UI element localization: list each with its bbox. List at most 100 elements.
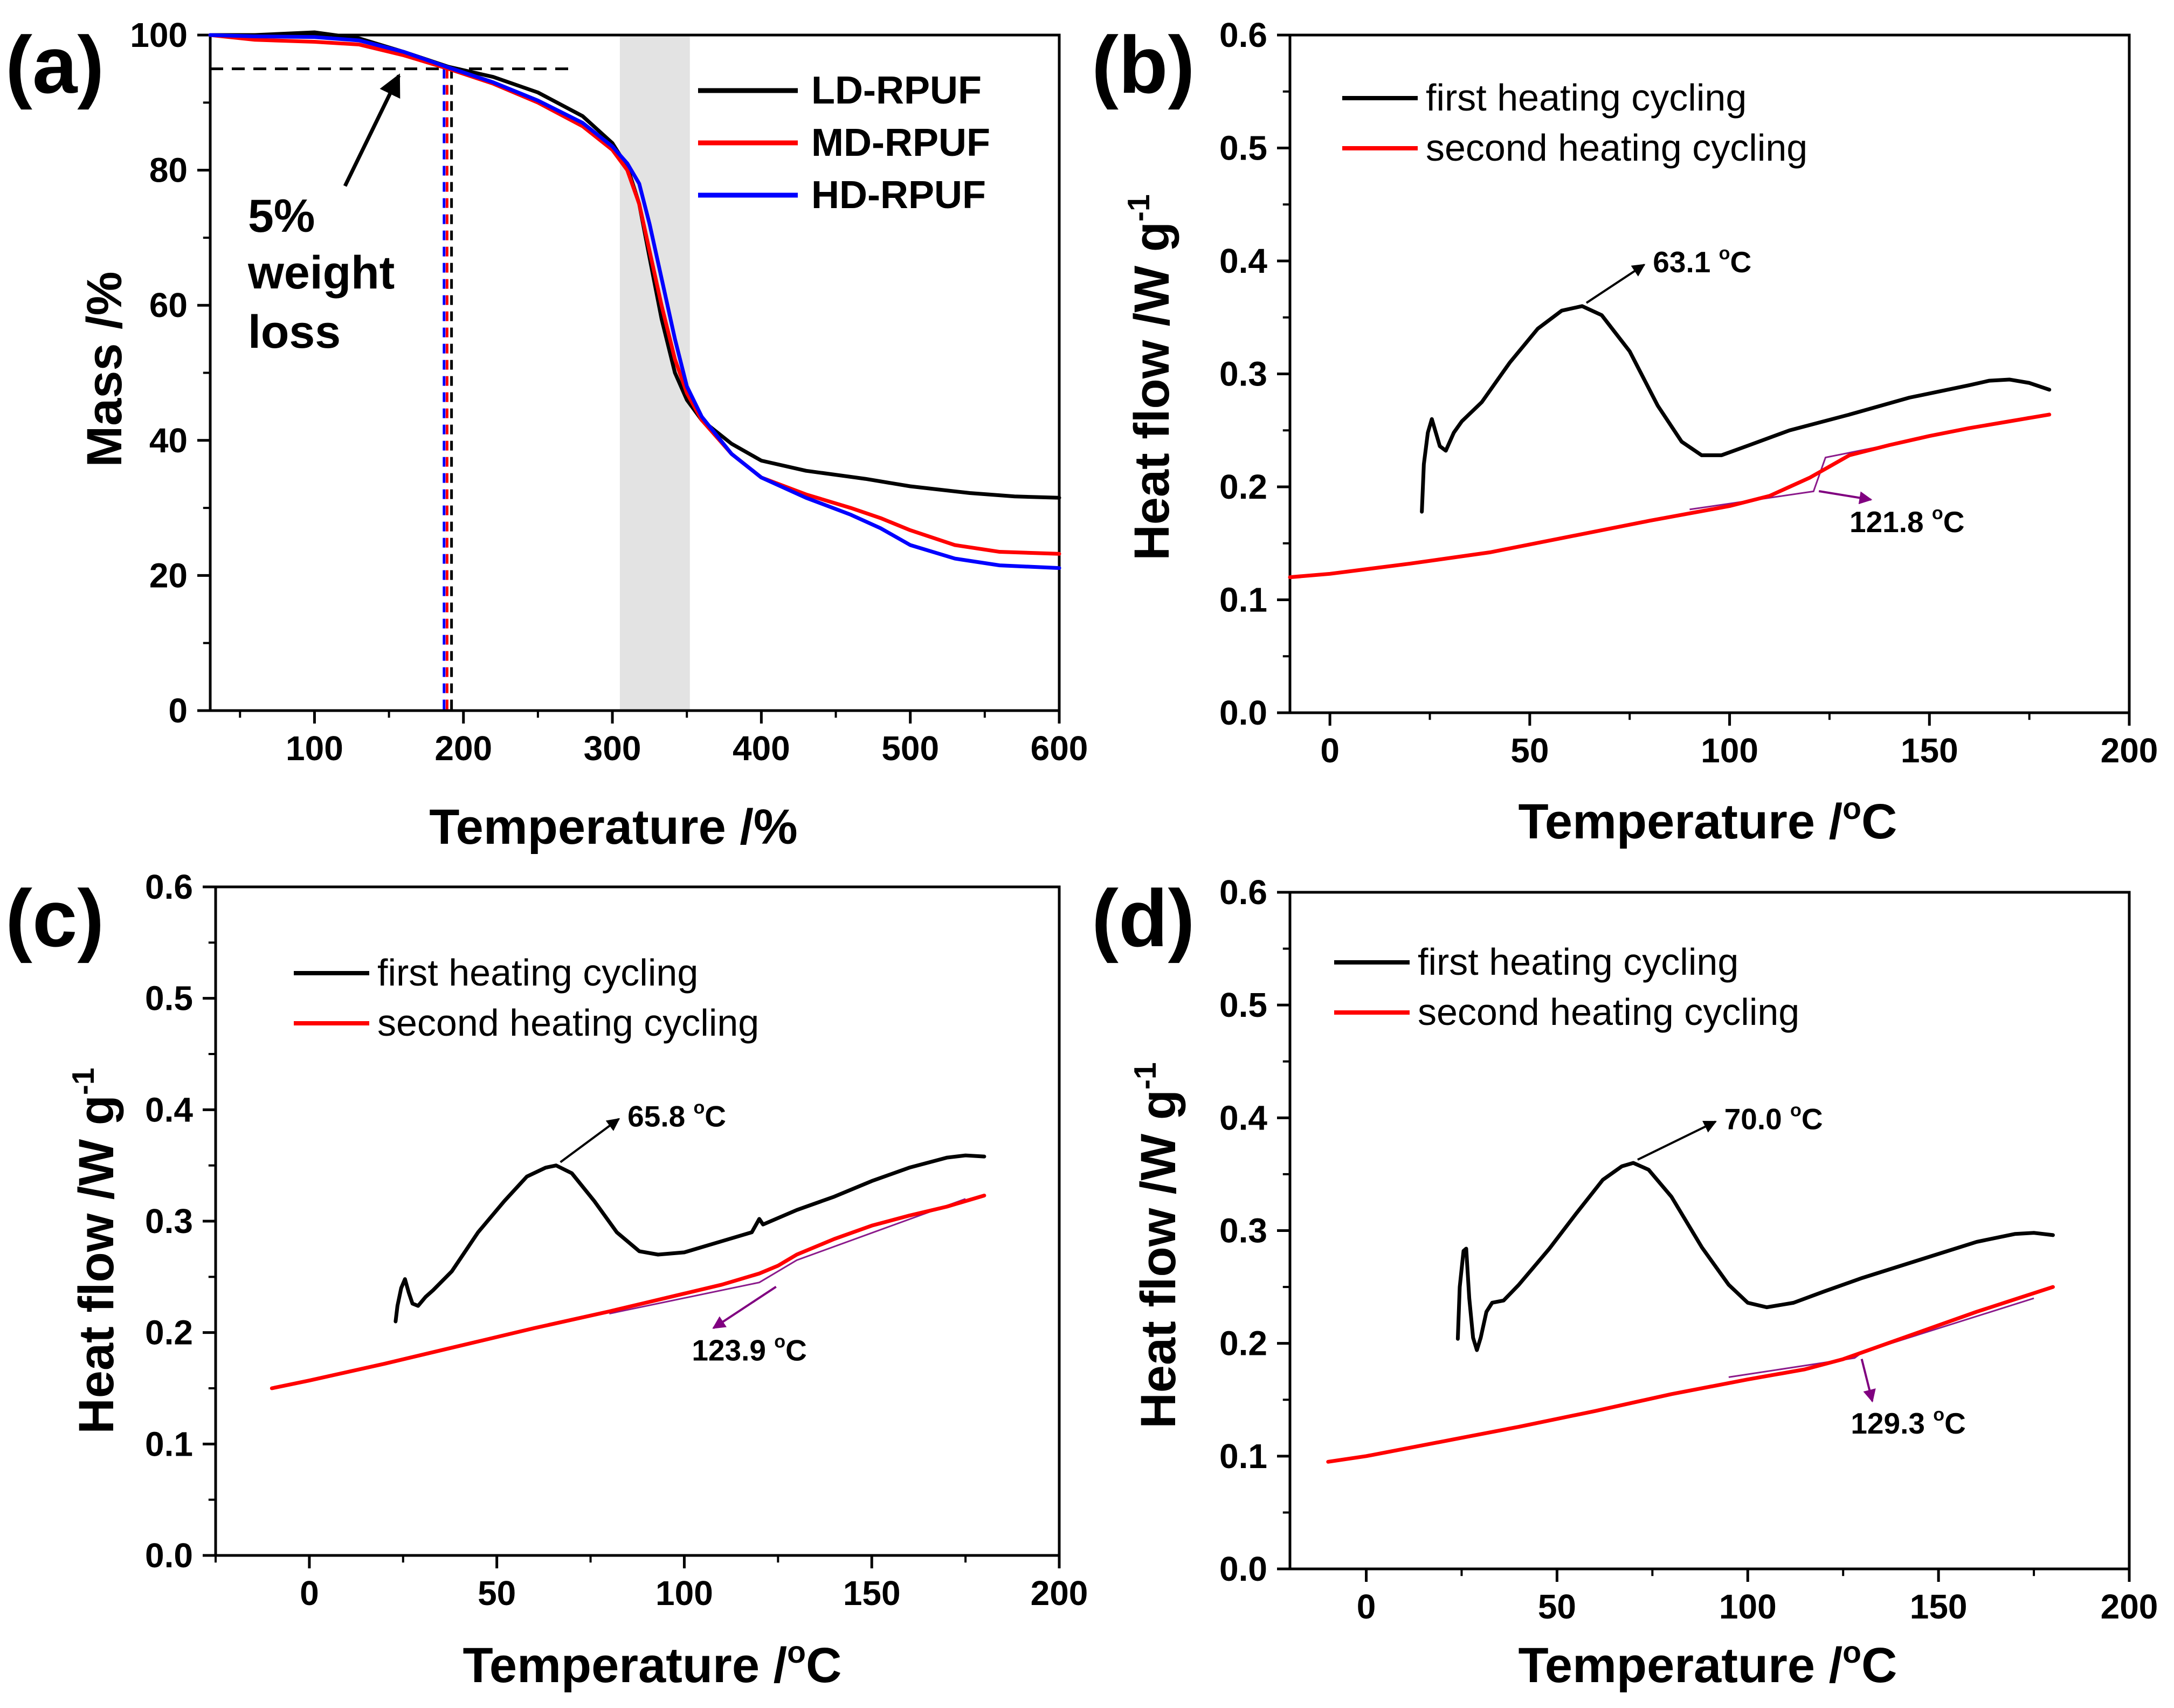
transition-label-sup: o — [1933, 1404, 1944, 1425]
x-tick-label: 100 — [286, 729, 343, 768]
y-tick-label: 100 — [130, 16, 188, 54]
legend-label-first: first heating cycling — [1426, 77, 1747, 119]
series-line-first — [1420, 304, 2052, 514]
panel-c-letter: (c) — [5, 873, 104, 963]
series-line-hd — [208, 33, 1061, 570]
x-tick-label: 100 — [1719, 1587, 1777, 1626]
transition-arrow — [1818, 490, 1873, 505]
panel-b-xlabel-sup: o — [1842, 791, 1861, 826]
y-tick-label: 0.2 — [145, 1313, 193, 1352]
peak-label-unit: C — [1730, 245, 1751, 279]
x-tick-label: 100 — [655, 1574, 713, 1613]
transition-label-unit: C — [785, 1333, 807, 1367]
series-line-first — [394, 1153, 986, 1324]
transition-label-value: 129.3 — [1851, 1407, 1933, 1440]
panel-c-xlabel-sup: o — [787, 1635, 806, 1670]
x-tick-label: 200 — [1031, 1574, 1088, 1613]
transition-arrow — [712, 1285, 777, 1330]
panel-b-ylabel-sup: -1 — [1122, 194, 1156, 222]
panel-a-weight-loss-note: 5% weight loss — [247, 73, 401, 358]
transition-label-unit: C — [1943, 505, 1965, 539]
x-tick-label: 50 — [1510, 731, 1549, 770]
transition-label: 121.8 oC — [1849, 503, 1964, 539]
legend-label-second: second heating cycling — [1426, 127, 1807, 169]
panel-a-xlabel: Temperature /% — [429, 800, 797, 855]
legend-label-hd: HD-RPUF — [811, 174, 986, 217]
panel-d-xlabel: Temperature /oC — [1519, 1635, 1897, 1693]
x-tick-label: 100 — [1701, 731, 1758, 770]
fit-line — [1689, 416, 2030, 511]
y-tick-label: 20 — [149, 556, 188, 595]
panel-d-legend: first heating cycling second heating cyc… — [1334, 941, 1799, 1033]
y-tick-label: 0.3 — [1219, 1211, 1267, 1250]
x-tick-label: 150 — [843, 1574, 901, 1613]
panel-a-ylabel: Mass /% — [77, 271, 132, 467]
weight-loss-arrow — [343, 73, 401, 187]
series-line-second — [270, 1193, 986, 1390]
y-tick-label: 0.5 — [1219, 129, 1267, 168]
y-tick-label: 0.6 — [1219, 16, 1267, 54]
y-tick-label: 0.1 — [1219, 1437, 1267, 1476]
y-tick-label: 0.1 — [145, 1424, 193, 1463]
peak-label-sup: o — [693, 1097, 705, 1118]
panel-b-xlabel-unit: C — [1861, 794, 1897, 849]
peak-label-value: 63.1 — [1653, 245, 1719, 279]
series-line-second — [1326, 1285, 2055, 1464]
x-tick-label: 500 — [881, 729, 939, 768]
x-tick-label: 400 — [733, 729, 790, 768]
panel-a-letter: (a) — [5, 19, 104, 110]
panel-d-xlabel-unit: C — [1861, 1638, 1897, 1693]
transition-label-sup: o — [1932, 503, 1943, 524]
panel-b-ylabel: Heat flow /W g-1 — [1122, 194, 1179, 560]
fit-line — [1728, 1297, 2034, 1378]
y-tick-label: 0.1 — [1219, 581, 1267, 619]
transition-label-value: 123.9 — [692, 1333, 774, 1367]
y-tick-label: 80 — [149, 151, 188, 190]
panel-c-ylabel-text: Heat flow /W g — [69, 1095, 124, 1434]
panel-b-ylabel-text: Heat flow /W g — [1124, 222, 1179, 561]
panel-d-xlabel-text: Temperature / — [1519, 1638, 1843, 1693]
panel-c-xlabel: Temperature /oC — [463, 1635, 842, 1693]
y-tick-label: 0.3 — [1219, 355, 1267, 394]
panel-c-xlabel-unit: C — [806, 1638, 841, 1693]
y-tick-label: 0.0 — [145, 1536, 193, 1575]
panel-b-legend: first heating cycling second heating cyc… — [1342, 77, 1807, 169]
weight-loss-line-3: loss — [248, 306, 341, 358]
legend-label-second: second heating cycling — [377, 1002, 759, 1044]
y-tick-label: 0.4 — [1219, 242, 1267, 280]
transition-label-value: 121.8 — [1849, 505, 1932, 539]
panel-b-xlabel-text: Temperature / — [1519, 794, 1843, 849]
x-tick-label: 150 — [1901, 731, 1958, 770]
transition-label-unit: C — [1944, 1407, 1966, 1440]
transition-label: 129.3 oC — [1851, 1404, 1965, 1440]
series-line-md — [208, 33, 1061, 556]
x-tick-label: 0 — [300, 1574, 319, 1613]
y-tick-label: 0.3 — [145, 1202, 193, 1241]
panel-c-ylabel-sup: -1 — [66, 1068, 101, 1095]
y-tick-label: 0.2 — [1219, 1324, 1267, 1363]
transition-label: 123.9 oC — [692, 1331, 806, 1367]
panel-d-letter: (d) — [1092, 873, 1195, 963]
fit-line — [609, 1198, 966, 1315]
x-tick-label: 200 — [2101, 1587, 2158, 1626]
peak-label-value: 65.8 — [627, 1099, 693, 1133]
weight-loss-line-1: 5% — [248, 190, 315, 242]
legend-label-ld: LD-RPUF — [811, 69, 982, 112]
panel-a: (a) 100 200 300 400 500 600 0 20 40 60 80 100 Tempe… — [5, 16, 1088, 855]
panel-c: (c) 0 50 100 150 200 0.0 0.1 0.2 0.3 0.4 0.5 0.6 65.… — [5, 867, 1088, 1693]
panel-c-xlabel-text: Temperature / — [463, 1638, 788, 1693]
panel-d-ylabel-sup: -1 — [1128, 1062, 1163, 1090]
peak-label: 63.1 oC — [1653, 243, 1751, 279]
panel-c-ylabel: Heat flow /W g-1 — [66, 1068, 124, 1434]
series-line-first — [1455, 1161, 2055, 1352]
panel-b-letter: (b) — [1092, 19, 1195, 110]
y-tick-label: 0.0 — [1219, 1549, 1267, 1588]
panel-d-xlabel-sup: o — [1842, 1635, 1861, 1670]
x-tick-label: 0 — [1357, 1587, 1376, 1626]
peak-label: 65.8 oC — [627, 1097, 726, 1133]
peak-arrow — [1637, 1120, 1717, 1161]
